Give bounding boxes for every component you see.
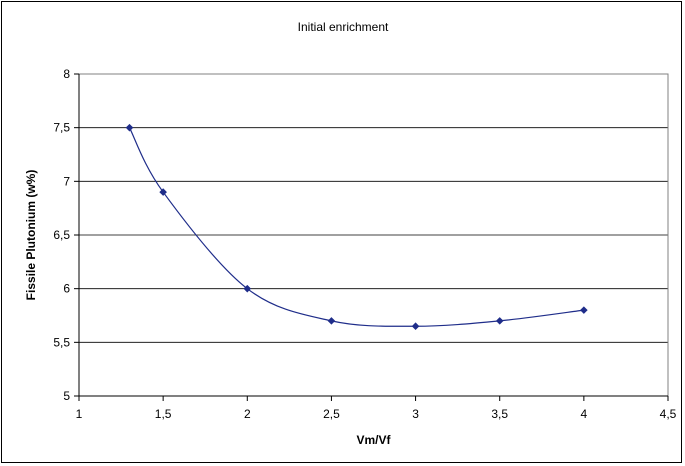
x-axis-label: Vm/Vf — [356, 433, 391, 447]
y-tick-label: 7,5 — [53, 121, 70, 135]
y-axis-label: Fissile Plutonium (w%) — [24, 170, 38, 301]
series-line — [128, 127, 584, 327]
y-axis-ticks: 5 5,5 6 6,5 7 7,5 8 — [53, 67, 80, 403]
series-markers — [125, 123, 588, 331]
data-point — [495, 317, 504, 325]
x-tick-label: 4,5 — [660, 407, 677, 421]
x-tick-label: 1 — [76, 407, 83, 421]
y-tick-label: 6 — [63, 282, 70, 296]
data-point — [159, 188, 167, 196]
data-point — [243, 284, 252, 293]
data-point — [411, 322, 420, 331]
x-tick-label: 4 — [581, 407, 588, 421]
x-tick-label: 3,5 — [491, 407, 508, 421]
x-axis-ticks: 1 1,5 2 2,5 3 3,5 4 4,5 — [76, 395, 677, 421]
y-tick-label: 5 — [63, 389, 70, 403]
x-tick-label: 2,5 — [323, 407, 340, 421]
y-tick-label: 7 — [63, 174, 70, 188]
gridlines — [79, 73, 668, 397]
data-point — [125, 123, 134, 132]
data-point — [580, 306, 588, 314]
y-tick-label: 6,5 — [53, 228, 70, 242]
x-tick-label: 3 — [412, 407, 419, 421]
chart-title: Initial enrichment — [298, 20, 389, 34]
data-point — [327, 317, 336, 325]
y-tick-label: 8 — [63, 67, 70, 81]
x-tick-label: 2 — [244, 407, 251, 421]
y-tick-label: 5,5 — [53, 335, 70, 349]
x-tick-label: 1,5 — [155, 407, 172, 421]
